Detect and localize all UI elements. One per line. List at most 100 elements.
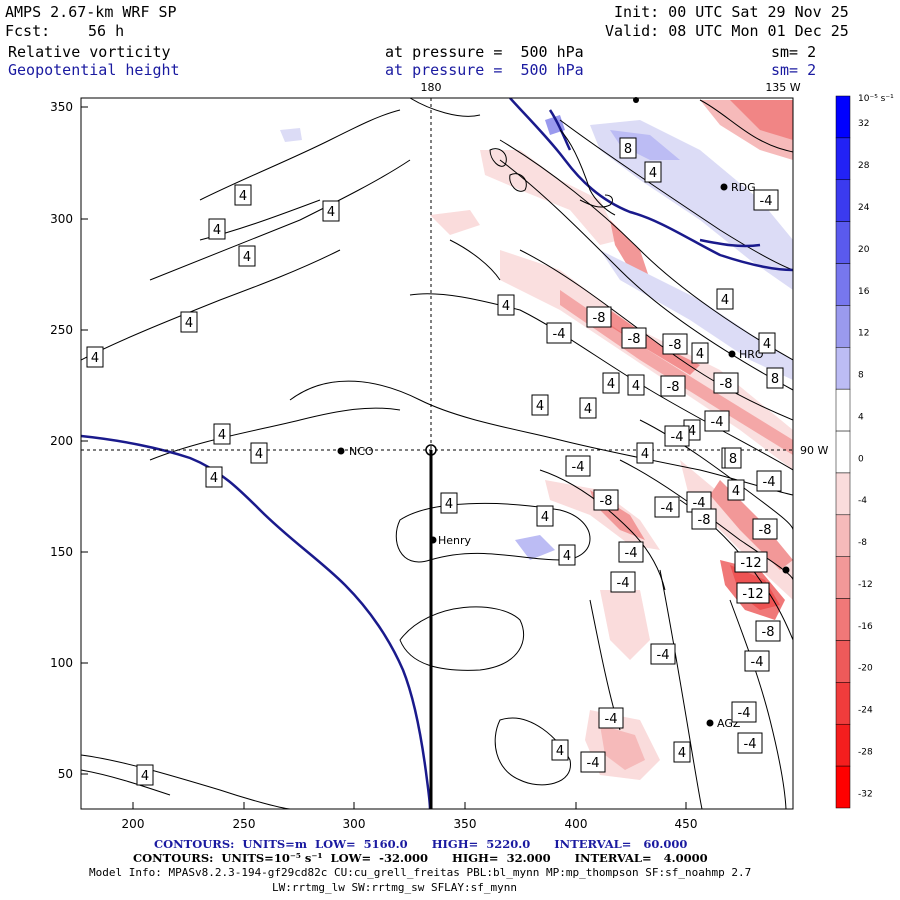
contour-label: 4 [250, 442, 268, 464]
contour-label: -8 [713, 372, 739, 394]
parallel-90w-label: 90 W [800, 444, 828, 457]
svg-text:8: 8 [624, 142, 632, 157]
axis-ticks [81, 106, 687, 809]
contour-label: 4 [497, 294, 515, 316]
contour-label: -4 [731, 701, 757, 723]
contour-label: -4 [686, 491, 712, 513]
x-tick-labels: 200 250 300 350 400 450 [122, 817, 698, 831]
contour-label: 4 [579, 397, 597, 419]
svg-text:4: 4 [721, 293, 729, 308]
contour-label: -4 [737, 732, 763, 754]
colorbar-level-label: 12 [858, 329, 869, 339]
svg-text:-4: -4 [617, 576, 630, 591]
contour-label: -4 [753, 189, 779, 211]
svg-text:4: 4 [502, 299, 510, 314]
svg-text:4: 4 [696, 347, 704, 362]
contour-label: 4 [627, 374, 645, 396]
svg-text:8: 8 [729, 452, 737, 467]
forecast-hour: 56 h [88, 22, 125, 40]
colorbar-swatch [835, 221, 851, 264]
x-tick: 400 [565, 817, 588, 831]
contour-label: -4 [650, 643, 676, 665]
colorbar-level-label: -24 [858, 706, 873, 716]
contour-label: 8 [619, 137, 637, 159]
colorbar-swatch [835, 514, 851, 557]
contour-label: -8 [660, 375, 686, 397]
colorbar-level-label: -8 [858, 538, 867, 548]
y-tick: 200 [50, 434, 73, 448]
contour-label: -8 [586, 306, 612, 328]
colorbar-swatch [835, 179, 851, 222]
station-marker [337, 447, 345, 455]
contour-label: 4 [558, 544, 576, 566]
contour-label: 4 [602, 372, 620, 394]
field2-level: at pressure = 500 hPa [385, 61, 584, 79]
contour-label: -12 [734, 551, 768, 573]
svg-text:8: 8 [771, 372, 779, 387]
svg-text:-4: -4 [657, 648, 670, 663]
contour-label: 4 [758, 332, 776, 354]
svg-text:-4: -4 [605, 712, 618, 727]
contour-label: 4 [234, 184, 252, 206]
y-tick: 100 [50, 656, 73, 670]
colorbar-level-label: 0 [858, 454, 864, 464]
colorbar-level-label: -20 [858, 664, 873, 674]
svg-text:4: 4 [255, 447, 263, 462]
colorbar-swatch [835, 598, 851, 641]
station-label: HRO [739, 348, 764, 361]
svg-text:-8: -8 [698, 513, 711, 528]
contour-label: 4 [536, 505, 554, 527]
x-tick: 450 [675, 817, 698, 831]
colorbar-level-label: 28 [858, 161, 870, 171]
colorbar-swatch [835, 640, 851, 683]
contour-label: -8 [755, 620, 781, 642]
colorbar-level-label: -16 [858, 622, 873, 632]
contour-label: 4 [440, 492, 458, 514]
x-tick: 250 [233, 817, 256, 831]
contour-label: 4 [551, 739, 569, 761]
colorbar-swatch [835, 556, 851, 599]
footer-model-info: Model Info: MPASv8.2.3-194-gf29cd82c CU:… [89, 866, 752, 879]
svg-text:4: 4 [541, 510, 549, 525]
station-marker [728, 350, 736, 358]
contour-labels: 4444444444444444444444444444-4-4-4-4-4-4… [86, 137, 784, 786]
station-label: NCO [349, 445, 374, 458]
forecast-label: Fcst: [5, 22, 51, 40]
svg-text:-4: -4 [711, 415, 724, 430]
svg-text:-4: -4 [661, 501, 674, 516]
svg-text:-12: -12 [740, 556, 761, 571]
footer-vort-contours: CONTOURS: UNITS=10⁻⁵ s⁻¹ LOW= -32.000 HI… [133, 851, 708, 865]
field2-name: Geopotential height [8, 61, 180, 79]
svg-text:4: 4 [632, 379, 640, 394]
station-label: RDG [731, 181, 756, 194]
map-frame [80, 97, 794, 810]
svg-text:-8: -8 [593, 311, 606, 326]
contour-label: -4 [580, 751, 606, 773]
contour-label: -4 [654, 496, 680, 518]
colorbar-level-label: 16 [858, 287, 870, 297]
station-label: Henry [438, 534, 472, 547]
contour-label: -4 [565, 455, 591, 477]
svg-text:-4: -4 [738, 706, 751, 721]
x-tick: 200 [122, 817, 145, 831]
colorbar-level-label: -12 [858, 580, 873, 590]
svg-text:-12: -12 [742, 587, 763, 602]
colorbar-swatch [835, 682, 851, 725]
field1-level: at pressure = 500 hPa [385, 43, 584, 61]
svg-text:-8: -8 [762, 625, 775, 640]
svg-text:4: 4 [141, 769, 149, 784]
x-tick: 300 [343, 817, 366, 831]
contour-label: 4 [208, 218, 226, 240]
svg-text:4: 4 [445, 497, 453, 512]
colorbar-unit: 10⁻⁵ s⁻¹ [858, 94, 894, 104]
station-marker [720, 183, 728, 191]
y-tick: 300 [50, 212, 73, 226]
contour-label: -4 [704, 410, 730, 432]
colorbar-swatch [835, 472, 851, 516]
svg-text:4: 4 [607, 377, 615, 392]
svg-text:-4: -4 [572, 460, 585, 475]
contour-label: -4 [598, 707, 624, 729]
footer-height-contours: CONTOURS: UNITS=m LOW= 5160.0 HIGH= 5220… [154, 837, 688, 851]
contour-label: 4 [86, 346, 104, 368]
